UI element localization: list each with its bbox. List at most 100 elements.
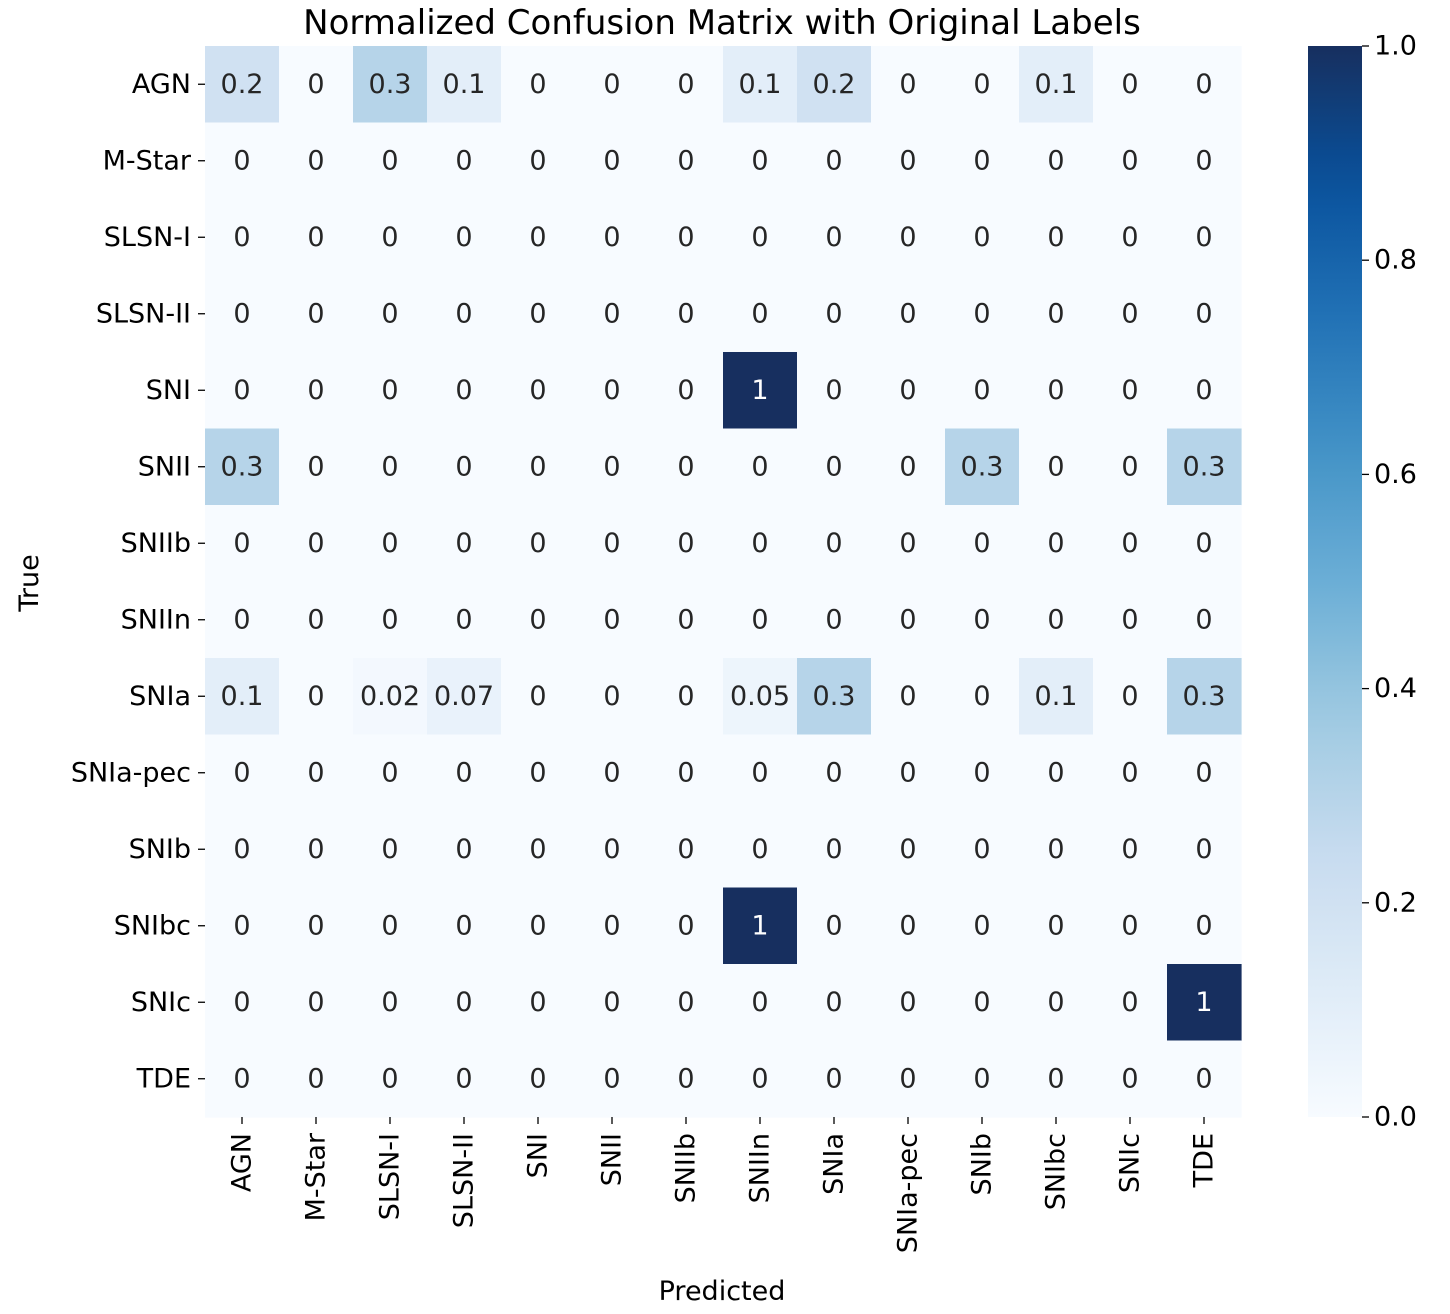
heatmap-cell (1167, 352, 1242, 430)
heatmap-cell-label: 0 (381, 222, 398, 253)
heatmap-cell (1167, 658, 1242, 736)
heatmap-cell-label: 0 (455, 375, 472, 406)
heatmap-cell-label: 0 (603, 757, 620, 788)
heatmap-cell (353, 887, 428, 965)
heatmap-cell-label: 0 (1047, 528, 1064, 559)
heatmap-cell (1167, 122, 1242, 200)
heatmap-cell (1093, 122, 1168, 200)
heatmap-cell (575, 1040, 650, 1118)
heatmap-cell-label: 0 (973, 681, 990, 712)
heatmap-cell (871, 352, 946, 430)
heatmap-cell (279, 1040, 354, 1118)
heatmap-cell-label: 0 (455, 910, 472, 941)
heatmap-cell-labels: 0.2 0 0.3 0.1 0 0 0 0.1 0.2 0 0 0.1 0 0 0 0 0 0 0 0 0 0 0 0 0 0 0 0… (221, 69, 1226, 1095)
heatmap-cell-label: 0 (899, 451, 916, 482)
heatmap-cell-label: 0 (899, 222, 916, 253)
heatmap-cell-label: 0.1 (443, 69, 486, 100)
heatmap-cell (575, 811, 650, 889)
heatmap-cell (427, 122, 502, 200)
heatmap-cell-label: 0 (899, 604, 916, 635)
heatmap-cell-label: 0 (973, 145, 990, 176)
heatmap-cell-label: 0.1 (221, 681, 264, 712)
heatmap-cell-label: 0 (825, 528, 842, 559)
heatmap-cell-label: 0 (603, 451, 620, 482)
heatmap-cell-label: 0 (973, 222, 990, 253)
heatmap-cell-label: 0 (899, 375, 916, 406)
heatmap-cell (1093, 199, 1168, 277)
heatmap-cell (797, 352, 872, 430)
y-tick-label: SLSN-I (104, 222, 191, 253)
heatmap-cell (1019, 811, 1094, 889)
heatmap-cell (871, 275, 946, 353)
heatmap-cell (1019, 658, 1094, 736)
heatmap-cell (501, 887, 576, 965)
heatmap-cell (279, 505, 354, 583)
heatmap-cell (1093, 734, 1168, 812)
heatmap-cell (427, 581, 502, 659)
heatmap-cell-label: 0 (455, 451, 472, 482)
heatmap-cell (205, 505, 280, 583)
y-tick-label: SNI (146, 375, 191, 406)
heatmap-cell (205, 734, 280, 812)
heatmap-cell (945, 964, 1020, 1042)
heatmap-cell (1167, 964, 1242, 1042)
heatmap-cell-label: 0 (233, 528, 250, 559)
heatmap-cell-label: 0 (233, 298, 250, 329)
heatmap-cell (427, 658, 502, 736)
heatmap-cell (945, 275, 1020, 353)
heatmap-cell-label: 0 (529, 451, 546, 482)
heatmap-cell (205, 275, 280, 353)
heatmap-cell (1019, 352, 1094, 430)
heatmap-cell (797, 275, 872, 353)
heatmap-cell-label: 0 (677, 681, 694, 712)
heatmap-cell-label: 0 (455, 1063, 472, 1094)
heatmap-cell-label: 0.1 (1035, 69, 1078, 100)
heatmap-cell-label: 0 (529, 604, 546, 635)
heatmap-cell (797, 581, 872, 659)
heatmap-cell (797, 658, 872, 736)
heatmap-cell-label: 0 (1195, 222, 1212, 253)
heatmap-cell-label: 0 (381, 834, 398, 865)
heatmap-cell-label: 0 (677, 604, 694, 635)
heatmap-cell (501, 1040, 576, 1118)
x-tick-label: SNIIn (745, 1133, 776, 1203)
heatmap-cell (353, 428, 428, 506)
heatmap-cell (575, 734, 650, 812)
colorbar-tick-label: 1.0 (1374, 31, 1417, 62)
heatmap-cell (649, 199, 724, 277)
heatmap-cell-label: 0 (1121, 987, 1138, 1018)
heatmap-cell-label: 0 (603, 681, 620, 712)
heatmap-cell-label: 0.3 (369, 69, 412, 100)
heatmap-cell-label: 0.05 (730, 681, 790, 712)
heatmap-cell (205, 122, 280, 200)
heatmap-cell-label: 0 (973, 987, 990, 1018)
heatmap-cell-label: 0 (307, 298, 324, 329)
heatmap-cell (871, 46, 946, 124)
heatmap-cell-label: 0 (973, 910, 990, 941)
heatmap-cell (797, 964, 872, 1042)
heatmap-cell (1167, 46, 1242, 124)
heatmap-cell (427, 46, 502, 124)
heatmap-cell (797, 734, 872, 812)
heatmap-cell (649, 964, 724, 1042)
heatmap-cell (353, 658, 428, 736)
heatmap-cell (427, 734, 502, 812)
heatmap-cell (575, 199, 650, 277)
heatmap-cell-label: 0 (1047, 757, 1064, 788)
heatmap-cell-label: 0 (455, 222, 472, 253)
heatmap-cell (1167, 811, 1242, 889)
heatmap-cell (279, 658, 354, 736)
heatmap-cell-label: 0 (455, 757, 472, 788)
heatmap-cell (279, 811, 354, 889)
heatmap-cell-label: 0 (307, 1063, 324, 1094)
heatmap-cell (723, 581, 798, 659)
heatmap-cell (871, 734, 946, 812)
heatmap-cell-label: 0 (899, 69, 916, 100)
heatmap-cell (501, 352, 576, 430)
heatmap-cell-label: 0 (751, 451, 768, 482)
heatmap-cell (279, 887, 354, 965)
heatmap-cell (575, 581, 650, 659)
heatmap-cell (723, 887, 798, 965)
heatmap-cell-label: 0 (677, 69, 694, 100)
heatmap-cell (1167, 581, 1242, 659)
